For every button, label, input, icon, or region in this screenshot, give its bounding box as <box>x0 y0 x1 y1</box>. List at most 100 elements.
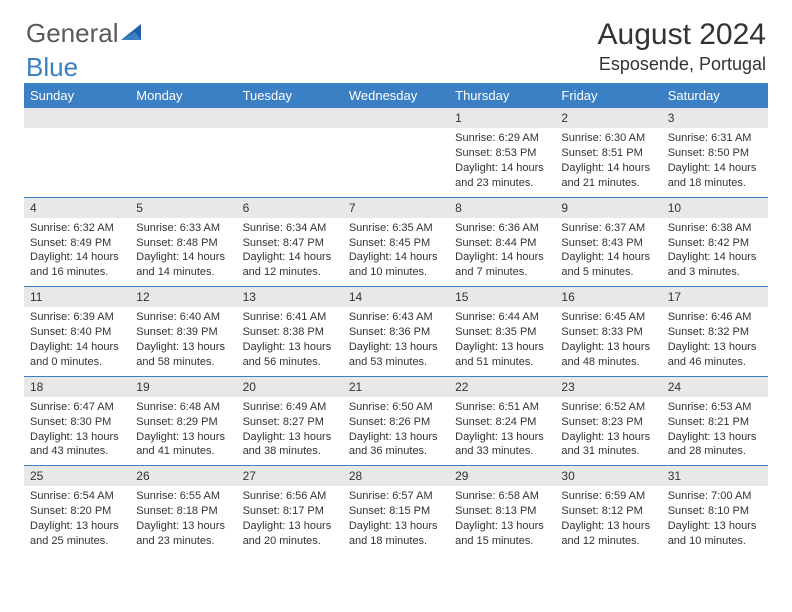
sunrise-text: Sunrise: 6:38 AM <box>668 221 762 236</box>
day-cell: 14Sunrise: 6:43 AMSunset: 8:36 PMDayligh… <box>343 287 449 376</box>
daylight-line-2: and 14 minutes. <box>136 265 230 280</box>
title-block: August 2024 Esposende, Portugal <box>598 18 766 75</box>
daylight-line-2: and 38 minutes. <box>243 444 337 459</box>
day-header: Thursday <box>449 83 555 108</box>
daylight-line-2: and 3 minutes. <box>668 265 762 280</box>
day-number: 5 <box>130 198 236 218</box>
day-cell: 18Sunrise: 6:47 AMSunset: 8:30 PMDayligh… <box>24 377 130 466</box>
sunset-text: Sunset: 8:45 PM <box>349 236 443 251</box>
day-cell: 30Sunrise: 6:59 AMSunset: 8:12 PMDayligh… <box>555 466 661 555</box>
daylight-line-2: and 12 minutes. <box>561 534 655 549</box>
sunset-text: Sunset: 8:35 PM <box>455 325 549 340</box>
day-header: Saturday <box>662 83 768 108</box>
day-body: Sunrise: 6:41 AMSunset: 8:38 PMDaylight:… <box>237 307 343 375</box>
day-body: Sunrise: 6:54 AMSunset: 8:20 PMDaylight:… <box>24 486 130 554</box>
daylight-line-1: Daylight: 13 hours <box>243 519 337 534</box>
week-row: 18Sunrise: 6:47 AMSunset: 8:30 PMDayligh… <box>24 376 768 466</box>
daylight-line-1: Daylight: 13 hours <box>455 340 549 355</box>
day-body: Sunrise: 6:46 AMSunset: 8:32 PMDaylight:… <box>662 307 768 375</box>
daylight-line-1: Daylight: 13 hours <box>349 430 443 445</box>
day-body: Sunrise: 6:45 AMSunset: 8:33 PMDaylight:… <box>555 307 661 375</box>
day-cell <box>24 108 130 197</box>
daylight-line-1: Daylight: 14 hours <box>561 250 655 265</box>
day-number: 17 <box>662 287 768 307</box>
daylight-line-1: Daylight: 13 hours <box>561 340 655 355</box>
day-cell: 7Sunrise: 6:35 AMSunset: 8:45 PMDaylight… <box>343 198 449 287</box>
day-number: 21 <box>343 377 449 397</box>
day-number <box>24 108 130 128</box>
daylight-line-2: and 28 minutes. <box>668 444 762 459</box>
sunrise-text: Sunrise: 6:44 AM <box>455 310 549 325</box>
day-number: 12 <box>130 287 236 307</box>
sunset-text: Sunset: 8:48 PM <box>136 236 230 251</box>
day-body: Sunrise: 6:56 AMSunset: 8:17 PMDaylight:… <box>237 486 343 554</box>
daylight-line-2: and 51 minutes. <box>455 355 549 370</box>
day-body: Sunrise: 6:55 AMSunset: 8:18 PMDaylight:… <box>130 486 236 554</box>
sunset-text: Sunset: 8:10 PM <box>668 504 762 519</box>
day-body: Sunrise: 6:31 AMSunset: 8:50 PMDaylight:… <box>662 128 768 196</box>
page-header: General August 2024 Esposende, Portugal <box>0 0 792 83</box>
daylight-line-1: Daylight: 14 hours <box>668 250 762 265</box>
day-number: 4 <box>24 198 130 218</box>
day-body: Sunrise: 6:58 AMSunset: 8:13 PMDaylight:… <box>449 486 555 554</box>
day-number <box>237 108 343 128</box>
daylight-line-1: Daylight: 13 hours <box>136 430 230 445</box>
daylight-line-2: and 12 minutes. <box>243 265 337 280</box>
day-number: 6 <box>237 198 343 218</box>
day-cell: 27Sunrise: 6:56 AMSunset: 8:17 PMDayligh… <box>237 466 343 555</box>
calendar: SundayMondayTuesdayWednesdayThursdayFrid… <box>24 83 768 555</box>
sunrise-text: Sunrise: 6:36 AM <box>455 221 549 236</box>
daylight-line-1: Daylight: 13 hours <box>243 430 337 445</box>
month-title: August 2024 <box>598 18 766 52</box>
sunset-text: Sunset: 8:26 PM <box>349 415 443 430</box>
daylight-line-1: Daylight: 13 hours <box>349 519 443 534</box>
daylight-line-2: and 25 minutes. <box>30 534 124 549</box>
daylight-line-1: Daylight: 13 hours <box>455 430 549 445</box>
day-body: Sunrise: 6:37 AMSunset: 8:43 PMDaylight:… <box>555 218 661 286</box>
sunrise-text: Sunrise: 6:32 AM <box>30 221 124 236</box>
day-number: 10 <box>662 198 768 218</box>
sunrise-text: Sunrise: 6:37 AM <box>561 221 655 236</box>
sunset-text: Sunset: 8:51 PM <box>561 146 655 161</box>
daylight-line-2: and 20 minutes. <box>243 534 337 549</box>
daylight-line-2: and 7 minutes. <box>455 265 549 280</box>
weeks-container: 1Sunrise: 6:29 AMSunset: 8:53 PMDaylight… <box>24 108 768 555</box>
day-body: Sunrise: 6:29 AMSunset: 8:53 PMDaylight:… <box>449 128 555 196</box>
day-number: 23 <box>555 377 661 397</box>
daylight-line-2: and 48 minutes. <box>561 355 655 370</box>
sunrise-text: Sunrise: 6:41 AM <box>243 310 337 325</box>
day-body: Sunrise: 6:36 AMSunset: 8:44 PMDaylight:… <box>449 218 555 286</box>
day-number <box>343 108 449 128</box>
daylight-line-1: Daylight: 13 hours <box>136 340 230 355</box>
daylight-line-1: Daylight: 14 hours <box>349 250 443 265</box>
logo-text-1: General <box>26 18 119 49</box>
week-row: 4Sunrise: 6:32 AMSunset: 8:49 PMDaylight… <box>24 197 768 287</box>
sunrise-text: Sunrise: 6:51 AM <box>455 400 549 415</box>
day-number: 13 <box>237 287 343 307</box>
sunrise-text: Sunrise: 6:58 AM <box>455 489 549 504</box>
day-number: 16 <box>555 287 661 307</box>
day-cell <box>343 108 449 197</box>
day-header: Wednesday <box>343 83 449 108</box>
day-cell: 22Sunrise: 6:51 AMSunset: 8:24 PMDayligh… <box>449 377 555 466</box>
sunrise-text: Sunrise: 6:57 AM <box>349 489 443 504</box>
sunset-text: Sunset: 8:13 PM <box>455 504 549 519</box>
sunset-text: Sunset: 8:42 PM <box>668 236 762 251</box>
day-number: 22 <box>449 377 555 397</box>
week-row: 1Sunrise: 6:29 AMSunset: 8:53 PMDaylight… <box>24 108 768 197</box>
sunset-text: Sunset: 8:36 PM <box>349 325 443 340</box>
sunset-text: Sunset: 8:38 PM <box>243 325 337 340</box>
day-cell: 2Sunrise: 6:30 AMSunset: 8:51 PMDaylight… <box>555 108 661 197</box>
daylight-line-2: and 21 minutes. <box>561 176 655 191</box>
sunset-text: Sunset: 8:47 PM <box>243 236 337 251</box>
sunset-text: Sunset: 8:15 PM <box>349 504 443 519</box>
sunrise-text: Sunrise: 6:30 AM <box>561 131 655 146</box>
sunrise-text: Sunrise: 6:39 AM <box>30 310 124 325</box>
sunset-text: Sunset: 8:44 PM <box>455 236 549 251</box>
daylight-line-2: and 23 minutes. <box>136 534 230 549</box>
day-cell: 20Sunrise: 6:49 AMSunset: 8:27 PMDayligh… <box>237 377 343 466</box>
day-number: 26 <box>130 466 236 486</box>
daylight-line-1: Daylight: 14 hours <box>455 250 549 265</box>
day-number: 31 <box>662 466 768 486</box>
daylight-line-2: and 31 minutes. <box>561 444 655 459</box>
